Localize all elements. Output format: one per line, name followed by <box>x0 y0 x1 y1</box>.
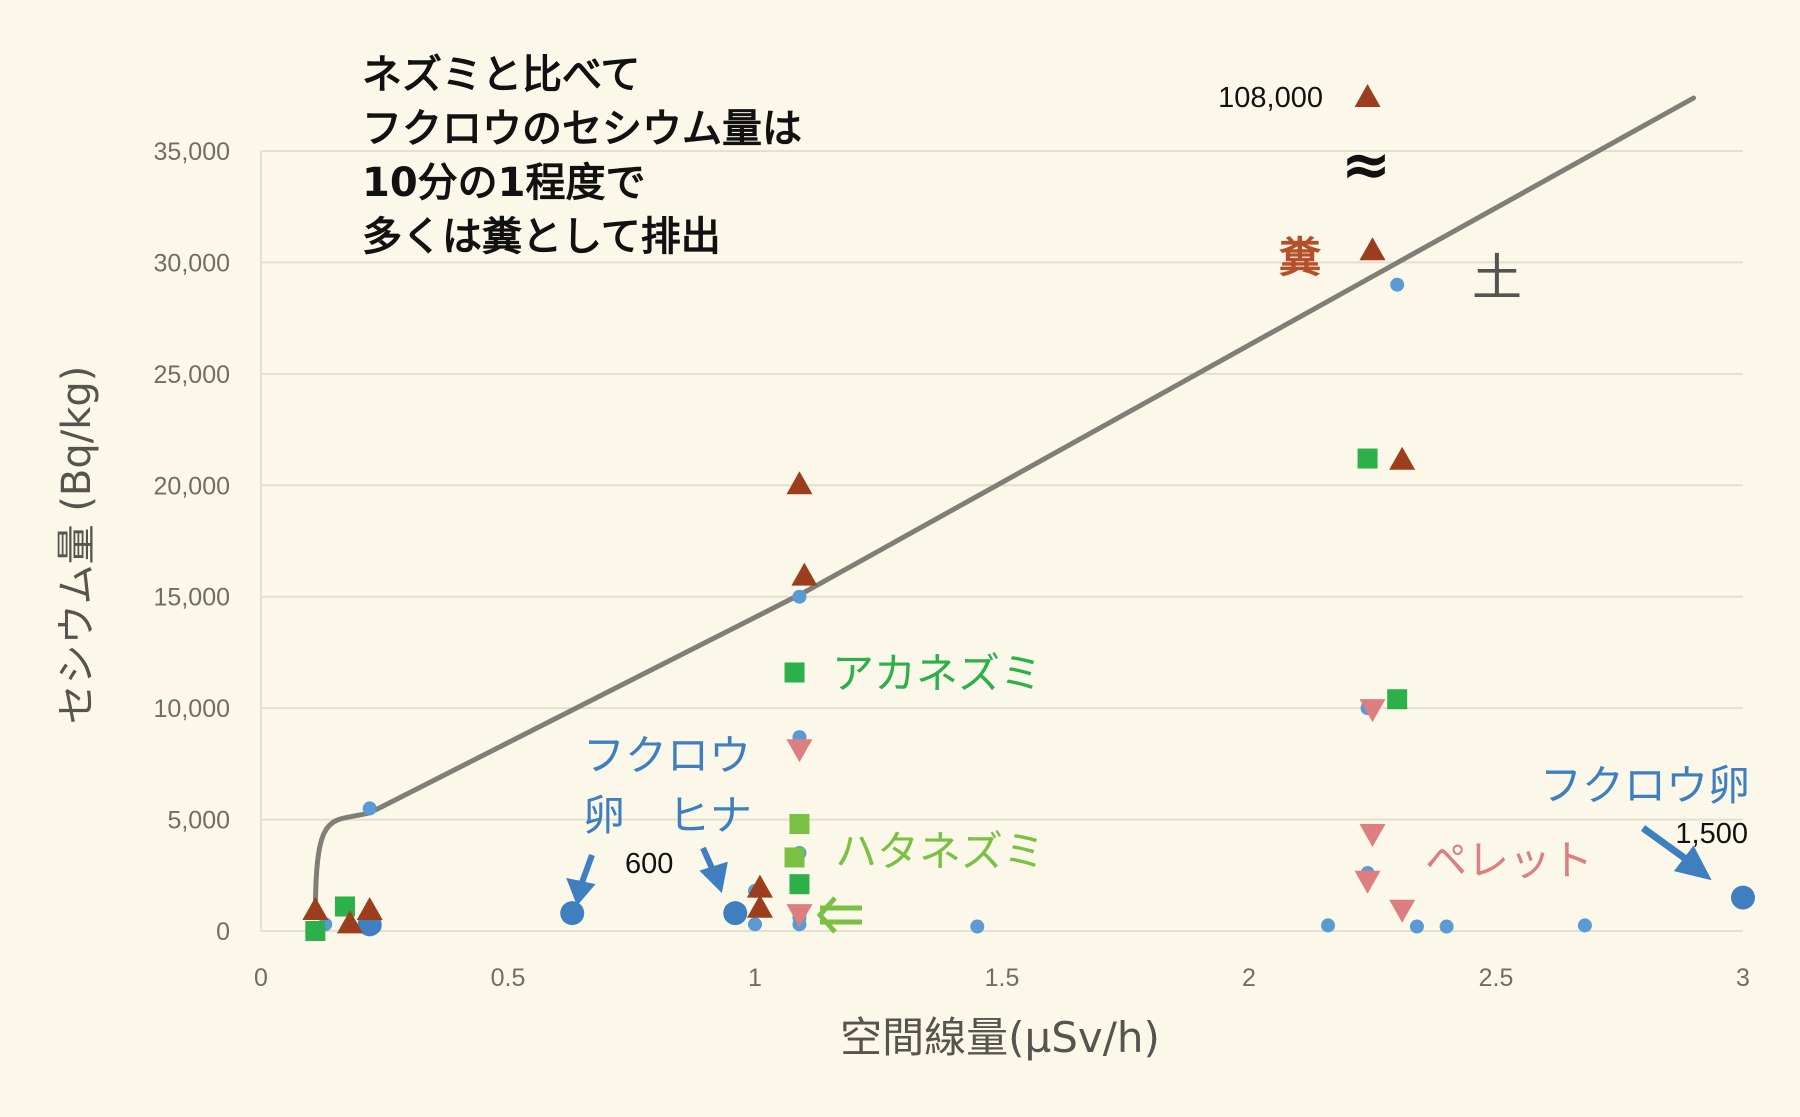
value-1500: 1,500 <box>1675 818 1748 850</box>
data-point <box>1354 870 1381 894</box>
data-point <box>784 662 805 683</box>
data-point <box>1359 237 1386 261</box>
data-point <box>334 896 355 917</box>
x-axis-ticks: 0 0.5 1 1.5 2 2.5 3 <box>254 964 1750 992</box>
data-point <box>356 896 383 920</box>
x-tick-label: 0 <box>254 964 268 992</box>
data-point <box>1577 918 1592 933</box>
data-point <box>784 847 805 868</box>
y-tick-label: 10,000 <box>154 695 230 723</box>
data-point <box>1357 448 1378 469</box>
annotation-line: 多くは糞として排出 <box>362 214 721 260</box>
arrow-icon <box>1640 825 1712 881</box>
y-tick-label: 30,000 <box>154 249 230 277</box>
data-point <box>789 814 810 835</box>
gridlines <box>260 150 1743 932</box>
y-axis-label: セシウム量 (Bq/kg) <box>54 366 100 725</box>
label-akanezumi: アカネズミ <box>832 649 1042 698</box>
data-point <box>786 739 813 763</box>
data-point <box>789 874 810 895</box>
y-tick-label: 0 <box>216 918 230 946</box>
label-owl-chick: ヒナ <box>668 791 752 840</box>
value-108000: 108,000 <box>1218 82 1323 114</box>
data-point <box>1409 919 1424 934</box>
arrow-icon <box>566 853 596 906</box>
annotation-line: フクロウのセシウム量は <box>362 106 802 152</box>
x-tick-label: 1.5 <box>985 964 1020 992</box>
annotation-line: ネズミと比べて <box>362 52 640 98</box>
x-axis-label: 空間線量(µSv/h) <box>840 1013 1160 1062</box>
x-tick-label: 1 <box>748 964 762 992</box>
data-point <box>970 919 985 934</box>
data-point <box>791 562 818 586</box>
data-point <box>1439 919 1454 934</box>
x-tick-label: 2 <box>1242 964 1256 992</box>
data-point <box>1731 885 1755 910</box>
y-tick-label: 15,000 <box>154 584 230 612</box>
y-tick-label: 35,000 <box>154 138 230 166</box>
y-axis-ticks: 0 5,000 10,000 15,000 20,000 25,000 30,000 35,0… <box>154 138 230 946</box>
data-point <box>1359 823 1386 847</box>
data-point <box>302 896 329 920</box>
data-point <box>786 471 813 495</box>
data-point <box>1359 699 1386 723</box>
y-tick-label: 5,000 <box>167 807 230 835</box>
label-pellet: ペレット <box>1425 836 1593 885</box>
data-point <box>1354 84 1381 107</box>
data-point <box>786 904 813 928</box>
data-point <box>560 901 585 926</box>
data-point <box>362 801 377 816</box>
data-point <box>1390 277 1405 292</box>
value-600: 600 <box>625 848 673 880</box>
data-points <box>302 84 1755 941</box>
data-point <box>1389 899 1416 923</box>
data-point <box>1321 918 1336 933</box>
data-point <box>1387 689 1408 710</box>
data-point <box>336 910 363 934</box>
data-point <box>305 921 326 941</box>
data-point <box>748 917 762 932</box>
data-point <box>746 874 773 898</box>
y-tick-label: 25,000 <box>154 361 230 389</box>
x-tick-label: 0.5 <box>491 964 526 992</box>
x-tick-label: 3 <box>1736 964 1750 992</box>
arrow-icon <box>699 846 728 894</box>
x-tick-label: 2.5 <box>1479 964 1514 992</box>
label-feces: 糞 <box>1279 233 1322 282</box>
data-point <box>746 894 773 918</box>
data-point <box>792 589 807 604</box>
annotation-line: 10分の1程度で <box>362 160 646 206</box>
data-point <box>723 901 748 926</box>
y-tick-label: 20,000 <box>154 472 230 500</box>
label-owl-egg-right: フクロウ卵 <box>1540 761 1750 810</box>
axis-break-symbol: ≈ <box>1341 130 1391 200</box>
label-owl-egg: 卵 <box>583 791 625 840</box>
label-soil: 土 <box>1472 249 1522 307</box>
data-point <box>1389 446 1416 470</box>
double-arrow-icon <box>816 896 862 934</box>
label-owl: フクロウ <box>583 731 751 780</box>
label-hatanezumi: ハタネズミ <box>835 827 1045 876</box>
